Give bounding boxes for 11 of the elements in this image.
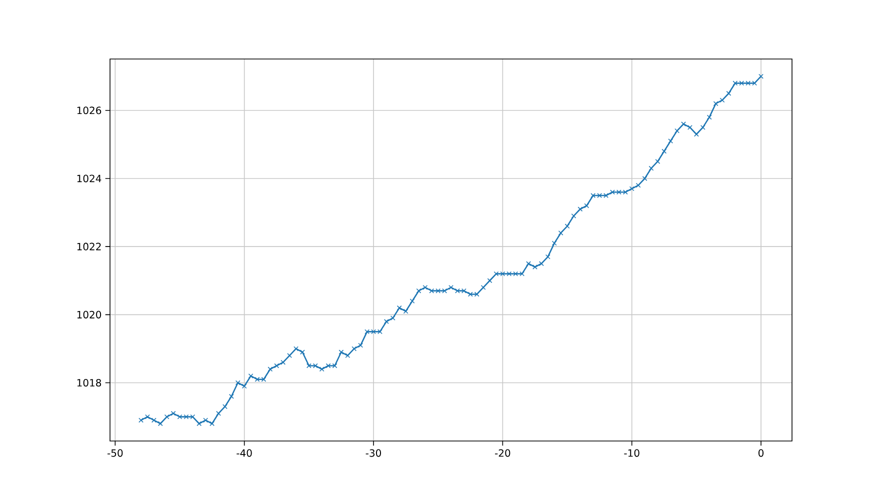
x-tick-label: -40 — [236, 449, 252, 457]
y-tick-label: 1018 — [77, 378, 102, 387]
x-tick-label: -20 — [494, 449, 510, 457]
x-tick-label: -30 — [366, 449, 381, 457]
y-tick-label: 1026 — [77, 106, 102, 114]
x-tick-label: 0 — [758, 449, 764, 457]
x-tick-label: -50 — [107, 449, 123, 457]
y-tick-label: 1022 — [77, 242, 101, 250]
y-tick-label: 1024 — [77, 174, 102, 182]
y-tick-label: 1020 — [77, 310, 102, 318]
x-tick-label: -10 — [624, 449, 640, 457]
